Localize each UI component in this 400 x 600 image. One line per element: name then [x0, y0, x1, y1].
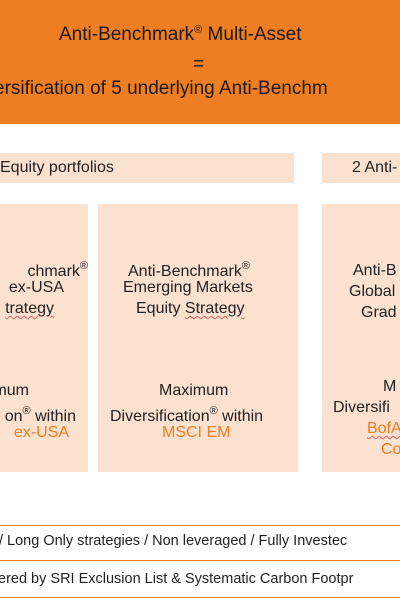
card-msci-ex-usa: chmark® ex-USA trategy mum on® within ex…	[0, 204, 88, 472]
card-left-line4: mum	[0, 382, 29, 399]
equity-section-label: Equity portfolios	[0, 159, 114, 176]
card-right-line7: Co	[381, 441, 400, 458]
card-left-line2: ex-USA	[8, 279, 64, 296]
card-right-line6: BofA	[367, 420, 400, 437]
card-mid-line5: Diversification® within	[110, 405, 264, 425]
card-emerging-markets: Anti-Benchmark® Emerging Markets Equity …	[98, 204, 298, 472]
footer-divider-middle	[0, 560, 400, 561]
card-mid-line2: Emerging Markets	[123, 279, 253, 296]
title-banner: Anti-Benchmark® Multi-Asset = ersificati…	[0, 0, 400, 124]
card-right-line1: Anti-B	[353, 262, 397, 279]
card-mid-line1: Anti-Benchmark®	[128, 260, 250, 280]
footer-line-2: ered by SRI Exclusion List & Systematic …	[0, 571, 354, 587]
footer-divider-bottom	[0, 597, 400, 598]
card-right-line3: Grad	[361, 304, 397, 321]
card-right-line5: Diversifi	[333, 399, 390, 416]
fixed-income-section-label: 2 Anti-	[352, 159, 398, 176]
card-mid-line6: MSCI EM	[162, 424, 231, 441]
footer-divider-top	[0, 525, 400, 526]
card-left-line6: ex-USA	[13, 424, 69, 441]
card-global-fixed-income: Anti-B Global Grad M Diversifi BofA Co	[322, 204, 400, 472]
card-right-line2: Global	[349, 283, 396, 300]
card-mid-line4: Maximum	[159, 382, 229, 399]
equity-section-header: Equity portfolios	[0, 153, 294, 183]
banner-title: Anti-Benchmark® Multi-Asset	[59, 24, 302, 45]
fixed-income-section-header: 2 Anti-	[322, 153, 400, 183]
registered-mark: ®	[194, 24, 203, 36]
card-left-line5: on® within	[4, 405, 76, 425]
banner-equals: =	[193, 54, 205, 75]
footer-line-1: / Long Only strategies / Non leveraged /…	[0, 533, 348, 549]
card-mid-line3: Equity Strategy	[136, 300, 245, 317]
banner-subtitle: ersification of 5 underlying Anti-Benchm	[0, 78, 328, 99]
card-left-line3: trategy	[5, 300, 54, 317]
card-left-line1: chmark®	[27, 260, 88, 280]
card-right-line4: M	[383, 378, 397, 395]
